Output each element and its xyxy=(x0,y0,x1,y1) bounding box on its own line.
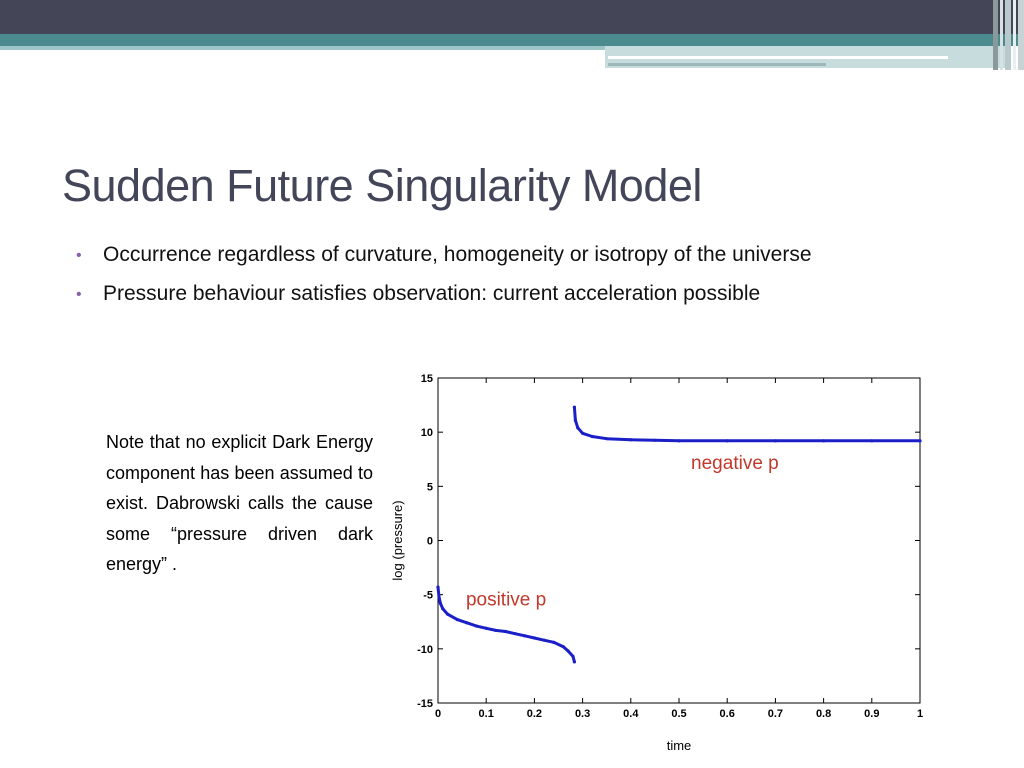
data-point xyxy=(542,638,546,642)
x-tick-label: 0.7 xyxy=(768,708,783,720)
data-point xyxy=(576,426,580,430)
data-point xyxy=(870,439,874,443)
data-point xyxy=(465,621,469,625)
data-point xyxy=(503,629,508,634)
data-point xyxy=(474,624,479,628)
y-tick-label: 5 xyxy=(427,481,433,493)
bullet-text: Pressure behaviour satisfies observation… xyxy=(103,282,761,305)
y-axis-label: log (pressure) xyxy=(390,500,405,580)
data-point xyxy=(446,612,450,616)
plot-frame xyxy=(437,377,921,704)
data-point xyxy=(822,439,826,443)
x-tick-label: 0.9 xyxy=(864,708,879,720)
data-point xyxy=(561,645,565,649)
x-tick-label: 0.5 xyxy=(671,708,686,720)
header-white-line xyxy=(608,56,948,59)
header-vertical-stripe xyxy=(993,0,998,70)
chart-plot: 0 0.1 0.2 0.3 0.4 0.5 0.6 0.7 0.8 0.9 1 15 10 5 0 -5 -10… xyxy=(390,373,923,753)
header-teal-band xyxy=(0,34,1024,46)
data-point xyxy=(513,632,517,636)
header-light-stripe xyxy=(0,46,605,50)
data-point xyxy=(573,418,577,422)
x-tick-label: 0.3 xyxy=(575,708,590,720)
bullet-dot-icon: • xyxy=(76,247,82,264)
data-point xyxy=(629,438,633,442)
bullet-list: • Occurrence regardless of curvature, hom… xyxy=(76,238,936,316)
data-point xyxy=(677,439,681,443)
data-point xyxy=(523,634,527,638)
x-tick-label: 0.1 xyxy=(479,708,494,720)
data-point xyxy=(552,640,556,644)
x-axis-label: time xyxy=(667,738,692,753)
y-tick-label: -5 xyxy=(423,590,433,602)
data-point xyxy=(590,434,594,439)
data-point xyxy=(494,628,498,633)
data-point xyxy=(437,595,441,599)
data-point xyxy=(653,438,657,442)
x-tick-label: 0.6 xyxy=(720,708,735,720)
y-tick-label: -10 xyxy=(417,644,433,656)
data-point xyxy=(438,601,443,605)
y-tick-label: 10 xyxy=(421,427,433,439)
data-point xyxy=(455,617,459,622)
data-point xyxy=(605,437,609,441)
header-vertical-stripe xyxy=(1000,0,1003,70)
x-tick-label: 0.2 xyxy=(527,708,542,720)
header-vertical-stripe xyxy=(1018,0,1024,70)
bullet-dot-icon: • xyxy=(76,286,82,303)
slide-title: Sudden Future Singularity Model xyxy=(62,160,702,211)
data-point xyxy=(532,636,536,640)
data-point xyxy=(773,439,777,443)
x-tick-label: 0.4 xyxy=(623,708,639,720)
header-accent-line xyxy=(608,63,826,66)
data-point xyxy=(572,405,577,409)
data-point xyxy=(441,607,445,611)
data-point xyxy=(918,439,922,443)
note-paragraph: Note that no explicit Dark Energy compon… xyxy=(106,432,373,574)
bullet-item: • Occurrence regardless of curvature, hom… xyxy=(76,238,936,272)
data-point xyxy=(436,585,440,589)
data-point xyxy=(566,649,570,653)
header-dark-band xyxy=(0,0,1024,34)
x-tick-label: 1 xyxy=(917,708,923,720)
bullet-text: Occurrence regardless of curvature, homo… xyxy=(103,243,812,266)
data-point xyxy=(581,431,585,435)
header-vertical-stripe xyxy=(1005,0,1011,70)
pressure-chart: 0 0.1 0.2 0.3 0.4 0.5 0.6 0.7 0.8 0.9 1 15 10 5 0 -5 -10… xyxy=(390,373,923,753)
data-point xyxy=(571,654,575,659)
bullet-item: • Pressure behaviour satisfies observatio… xyxy=(76,277,936,311)
data-point xyxy=(725,439,729,443)
x-tick-label: 0.8 xyxy=(816,708,831,720)
y-tick-label: -15 xyxy=(417,698,433,710)
data-point xyxy=(484,626,488,630)
x-tick-label: 0 xyxy=(435,708,441,720)
header-vertical-stripe xyxy=(1013,0,1016,70)
data-point xyxy=(572,660,577,664)
y-tick-label: 0 xyxy=(427,536,433,548)
y-tick-label: 15 xyxy=(421,373,433,385)
annotation-positive-p: positive p xyxy=(466,590,546,611)
annotation-negative-p: negative p xyxy=(691,453,779,474)
